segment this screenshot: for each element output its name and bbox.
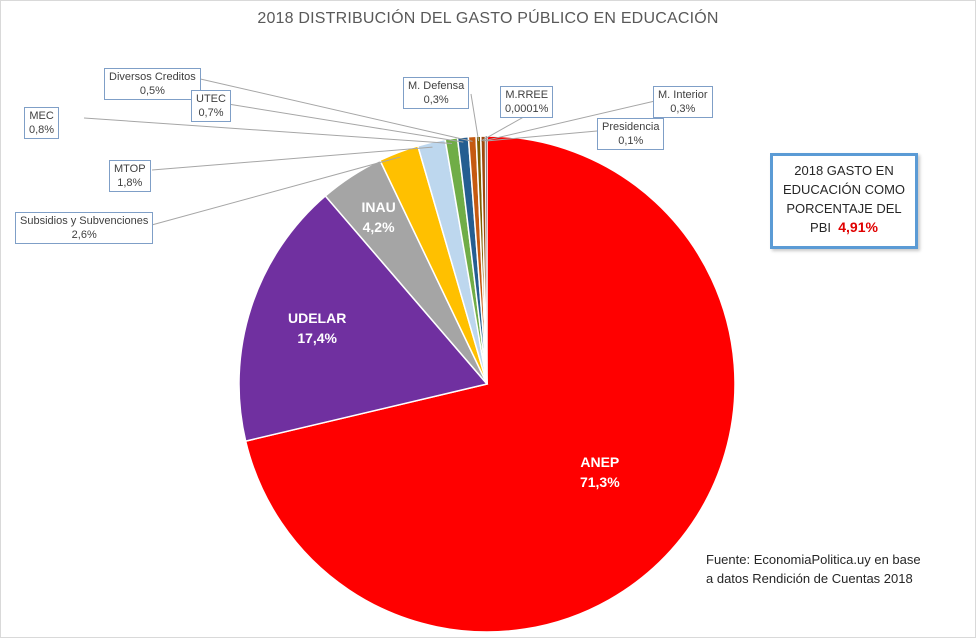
label-subsidios: Subsidios y Subvenciones 2,6% (15, 212, 154, 244)
slice-label-anep-name: ANEP (580, 454, 619, 470)
label-mtop: MTOP 1,8% (109, 160, 151, 192)
slice-label-udelar-name: UDELAR (288, 310, 346, 326)
leader-line-subsidios-y-subvenciones (147, 156, 401, 227)
slice-label-inau-name: INAU (361, 199, 395, 215)
pie-slice-anep (244, 135, 736, 633)
leader-line-m-defensa (470, 93, 480, 142)
label-mec: MEC 0,8% (24, 107, 60, 139)
pbi-line-3: PORCENTAJE DEL (786, 201, 902, 216)
pbi-prefix: PBI (810, 220, 832, 235)
source-note: Fuente: EconomiaPolitica.uy en base a da… (706, 550, 921, 588)
leader-line-m-interior (483, 100, 656, 142)
label-m-defensa: M. Defensa 0,3% (403, 77, 470, 109)
pbi-line-1: 2018 GASTO EN (794, 163, 894, 178)
source-line-1: Fuente: EconomiaPolitica.uy en base (706, 552, 921, 567)
leader-line-mec (83, 117, 453, 144)
slice-label-anep-value: 71,3% (580, 474, 620, 490)
label-m-rree: M.RREE 0,0001% (500, 86, 554, 118)
pbi-line-4: PBI 4,91% (773, 218, 915, 237)
label-utec: UTEC 0,7% (191, 90, 231, 122)
slice-label-inau-value: 4,2% (363, 219, 395, 235)
pbi-line-2: EDUCACIÓN COMO (782, 182, 906, 197)
label-presidencia: Presidencia 0,1% (597, 118, 665, 150)
chart-title: 2018 DISTRIBUCIÓN DEL GASTO PÚBLICO EN E… (257, 10, 719, 27)
leader-line-mtop (151, 146, 433, 171)
leader-line-utec (227, 103, 464, 143)
leader-line-diversos-creditos (195, 77, 473, 142)
leader-line-presidencia (486, 130, 598, 142)
pbi-percentage-box: 2018 GASTO EN EDUCACIÓN COMO PORCENTAJE … (770, 153, 918, 249)
label-m-interior: M. Interior 0,3% (653, 86, 713, 118)
pie-slice-presidencia (485, 135, 488, 385)
pie-slice-udelar (238, 194, 489, 443)
slice-label-udelar-value: 17,4% (297, 330, 337, 346)
pbi-value: 4,91% (838, 219, 878, 235)
source-line-2: a datos Rendición de Cuentas 2018 (706, 571, 913, 586)
label-diversos-creditos: Diversos Creditos 0,5% (104, 68, 201, 100)
